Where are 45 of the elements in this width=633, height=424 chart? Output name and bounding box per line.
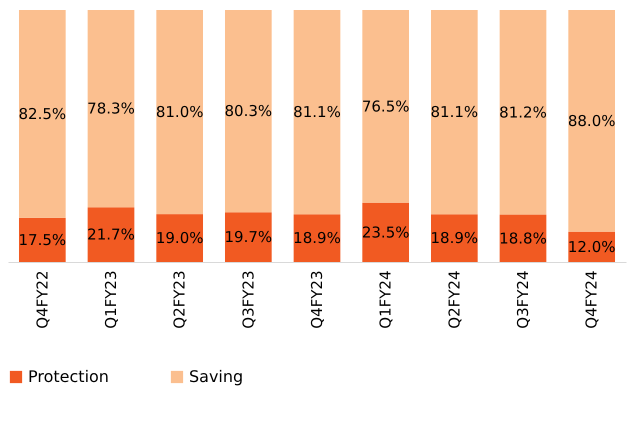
data-label: 81.1%: [430, 103, 478, 122]
bar: [18, 218, 66, 262]
legend-label: Protection: [28, 367, 109, 386]
x-tick-label: Q3FY24: [514, 270, 532, 329]
data-label: 23.5%: [362, 223, 410, 242]
bar: [156, 10, 204, 214]
data-label: 18.9%: [293, 229, 341, 248]
x-tick-label: Q1FY23: [102, 270, 120, 329]
bar: [500, 10, 546, 215]
data-label: 80.3%: [224, 102, 272, 120]
bar: [156, 214, 204, 262]
bar: [88, 207, 134, 262]
bar: [362, 10, 410, 203]
legend-label: Saving: [189, 367, 244, 386]
x-tick-label: Q4FY23: [308, 270, 326, 329]
data-label: 19.0%: [156, 229, 204, 248]
bar: [18, 10, 66, 218]
x-tick-label: Q4FY24: [582, 270, 601, 329]
bar: [294, 10, 340, 214]
x-tick-label: Q3FY23: [239, 270, 258, 329]
data-label: 88.0%: [568, 112, 616, 130]
data-label: 17.5%: [18, 230, 66, 249]
x-tick-label: Q4FY22: [33, 270, 52, 329]
x-tick-label: Q2FY24: [445, 270, 464, 329]
data-label: 78.3%: [87, 100, 135, 118]
data-label: 76.5%: [362, 97, 410, 116]
data-label: 19.7%: [224, 228, 272, 246]
bar: [430, 10, 478, 214]
data-label: 81.2%: [499, 103, 547, 122]
x-tick-label: Q2FY23: [170, 270, 189, 329]
bar: [224, 212, 272, 262]
bar: [294, 214, 340, 262]
bar: [500, 214, 546, 262]
data-label: 18.8%: [499, 229, 547, 248]
data-label: 81.0%: [156, 103, 204, 122]
bar: [362, 202, 410, 262]
data-label: 21.7%: [87, 226, 135, 244]
bar: [88, 10, 134, 208]
bar: [224, 10, 272, 212]
bar: [568, 10, 616, 232]
data-label: 82.5%: [18, 104, 66, 123]
data-label: 81.1%: [293, 103, 341, 122]
data-label: 18.9%: [430, 229, 478, 248]
x-tick-label: Q1FY24: [376, 270, 395, 329]
data-label: 12.0%: [568, 238, 616, 256]
